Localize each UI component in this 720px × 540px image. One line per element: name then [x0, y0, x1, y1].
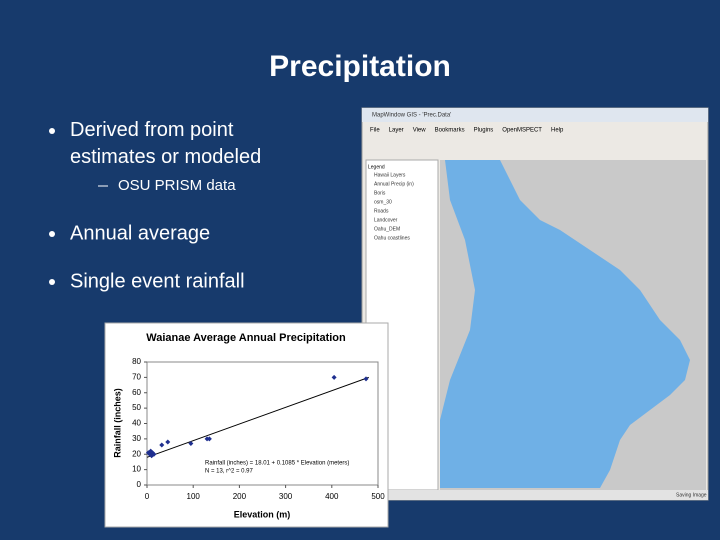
map-shape — [440, 160, 690, 488]
menu-item: Plugins — [474, 128, 494, 134]
y-tick-label: 0 — [137, 480, 142, 489]
bullet-dot — [49, 279, 55, 285]
y-tick-label: 40 — [132, 419, 141, 428]
scatter-point — [188, 440, 194, 446]
menu-item: Bookmarks — [435, 128, 465, 134]
chart-panel — [104, 322, 389, 528]
chart-title: Waianae Average Annual Precipitation — [146, 332, 346, 344]
x-axis-label: Elevation (m) — [234, 509, 291, 519]
y-tick-label: 50 — [132, 403, 141, 412]
scatter-point — [165, 439, 171, 445]
x-tick-label: 200 — [233, 492, 247, 501]
y-tick-label: 80 — [132, 357, 141, 366]
status-bar — [362, 490, 708, 500]
title-bar — [362, 108, 708, 122]
y-tick-label: 60 — [132, 388, 141, 397]
sub-bullet-text: OSU PRISM data — [118, 177, 236, 194]
menu-item: OpenMSPECT — [502, 128, 542, 134]
scatter-point — [159, 442, 165, 448]
legend-header: Legend — [368, 164, 385, 170]
bullet-text: Single event rainfall — [70, 270, 245, 292]
slide-title: Precipitation — [269, 50, 451, 83]
layer-name: Boris — [374, 190, 386, 196]
x-tick-label: 500 — [371, 492, 385, 501]
scatter-point — [331, 374, 337, 380]
bullet-text: Annual average — [70, 222, 210, 244]
scatter-point — [151, 451, 157, 457]
menu-item: Help — [551, 128, 564, 134]
scatter-point — [206, 436, 212, 442]
layer-name: Landcover — [374, 217, 398, 223]
x-tick-label: 100 — [187, 492, 201, 501]
x-tick-label: 300 — [279, 492, 293, 501]
y-tick-label: 10 — [132, 465, 141, 474]
layer-name: Annual Precip (in) — [374, 181, 414, 187]
bullet-dot — [49, 128, 55, 134]
menu-item: Layer — [389, 128, 404, 134]
bullet-dot — [49, 231, 55, 237]
y-tick-label: 30 — [132, 434, 141, 443]
y-axis-label: Rainfall (inches) — [112, 388, 122, 458]
chart-annotation: N = 13, r^2 = 0.97 — [205, 469, 254, 475]
layer-name: Oahu coastlines — [374, 235, 410, 241]
layer-name: Oahu_DEM — [374, 226, 400, 232]
layer-name: Roads — [374, 208, 389, 214]
layer-name: Hawaii Layers — [374, 172, 406, 178]
y-tick-label: 70 — [132, 372, 141, 381]
app-screenshot — [361, 107, 709, 501]
menu-item: File — [370, 128, 380, 134]
menu-item: View — [413, 128, 427, 134]
scatter-point — [363, 376, 369, 382]
y-tick-label: 20 — [132, 449, 141, 458]
layer-name: osm_30 — [374, 199, 392, 205]
trendline — [146, 376, 369, 458]
bullet-text: Derived from point estimates or modeled — [70, 119, 261, 168]
status-text: Saving Image — [676, 492, 707, 498]
x-tick-label: 400 — [325, 492, 339, 501]
x-tick-label: 0 — [145, 492, 150, 501]
window-title: MapWindow GIS - 'Prec.Data' — [372, 113, 451, 119]
chart-annotation: Rainfall (inches) = 18.01 + 0.1085 * Ele… — [205, 461, 349, 467]
